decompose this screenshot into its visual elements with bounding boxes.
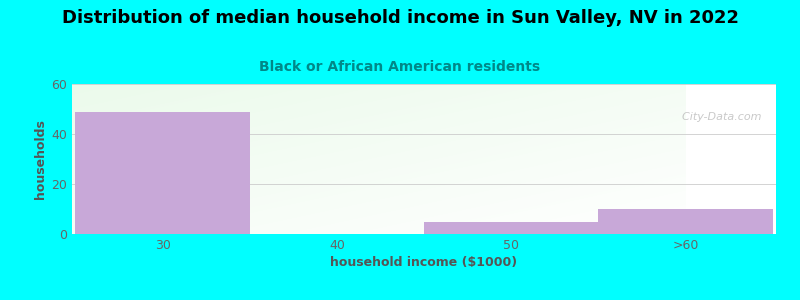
Text: Distribution of median household income in Sun Valley, NV in 2022: Distribution of median household income … xyxy=(62,9,738,27)
Text: City-Data.com: City-Data.com xyxy=(675,112,762,122)
Y-axis label: households: households xyxy=(34,119,47,199)
Bar xyxy=(598,209,773,234)
Bar xyxy=(75,112,250,234)
Text: Black or African American residents: Black or African American residents xyxy=(259,60,541,74)
X-axis label: household income ($1000): household income ($1000) xyxy=(330,256,518,269)
Bar xyxy=(424,221,598,234)
